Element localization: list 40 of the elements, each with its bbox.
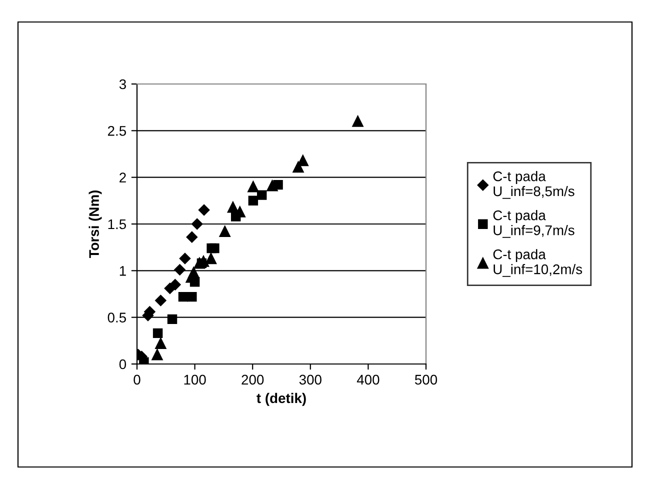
y-tick-label: 3: [119, 79, 126, 90]
x-tick-label: 0: [134, 374, 140, 385]
point: [170, 279, 181, 290]
y-tick-label: 2: [120, 172, 126, 182]
point: [227, 202, 239, 213]
x-tick-label: 100: [184, 374, 206, 385]
point: [198, 204, 210, 216]
legend-label: C-t pada U_inf=8,5m/s: [493, 171, 574, 199]
point: [266, 180, 278, 192]
point: [352, 116, 364, 127]
x-tick-label: 500: [414, 374, 438, 385]
x-axis-title: t (detik): [256, 392, 306, 406]
point: [210, 243, 220, 254]
point: [192, 218, 203, 230]
point: [248, 196, 258, 206]
y-tick-label: 1: [120, 266, 126, 276]
point: [187, 292, 197, 302]
x-tick-label: 400: [356, 374, 380, 385]
legend-label: C-t pada U_inf=9,7m/s: [493, 210, 574, 238]
point: [152, 328, 163, 338]
x-tick-label: 300: [299, 374, 322, 385]
point: [152, 349, 163, 360]
point: [205, 252, 217, 264]
point: [174, 264, 186, 276]
point: [256, 190, 267, 200]
legend-label: C-t pada U_inf=10,2m/s: [493, 249, 582, 277]
point: [219, 226, 230, 238]
point: [188, 266, 200, 278]
y-tick-label: 2.5: [108, 126, 126, 136]
y-tick-label: 0: [119, 359, 126, 370]
y-tick-label: 1.5: [108, 219, 126, 230]
x-tick-label: 200: [242, 374, 264, 385]
point: [179, 252, 191, 264]
point: [186, 231, 198, 243]
point: [155, 294, 166, 306]
point: [167, 314, 178, 324]
y-axis-title: Torsi (Nm): [88, 190, 102, 258]
point: [155, 338, 166, 350]
y-tick-label: 0.5: [108, 312, 126, 323]
point: [248, 181, 259, 192]
